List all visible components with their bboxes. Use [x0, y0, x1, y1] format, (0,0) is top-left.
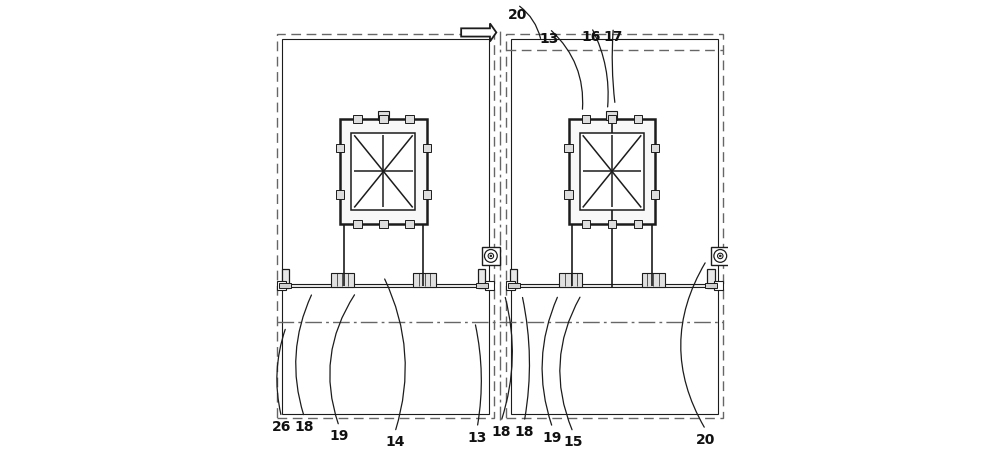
- Bar: [606, 111, 617, 120]
- Text: 17: 17: [604, 31, 623, 44]
- Bar: [351, 133, 415, 210]
- Bar: [634, 220, 642, 228]
- Bar: [336, 144, 344, 152]
- Bar: [423, 144, 431, 152]
- Bar: [580, 133, 644, 210]
- Bar: [478, 269, 485, 288]
- Bar: [482, 247, 500, 265]
- Polygon shape: [461, 23, 496, 42]
- Bar: [559, 273, 582, 287]
- Bar: [340, 119, 427, 224]
- Bar: [279, 283, 291, 288]
- Circle shape: [714, 250, 727, 262]
- Text: 16: 16: [582, 31, 601, 44]
- Bar: [634, 115, 642, 123]
- Bar: [514, 284, 718, 287]
- Bar: [511, 39, 718, 414]
- Bar: [651, 191, 659, 199]
- Bar: [405, 220, 414, 228]
- Bar: [277, 281, 286, 290]
- Bar: [642, 273, 665, 287]
- Text: 18: 18: [514, 425, 534, 439]
- Bar: [413, 273, 436, 287]
- Bar: [378, 111, 389, 120]
- Bar: [705, 283, 717, 288]
- Text: 26: 26: [272, 420, 291, 434]
- Bar: [508, 283, 520, 288]
- Bar: [353, 115, 362, 123]
- Bar: [707, 269, 715, 288]
- Bar: [506, 34, 723, 418]
- Bar: [282, 269, 289, 288]
- Bar: [651, 144, 659, 152]
- Text: 18: 18: [491, 425, 511, 439]
- Circle shape: [718, 253, 723, 259]
- Text: 15: 15: [563, 436, 583, 449]
- Circle shape: [484, 250, 497, 262]
- Bar: [564, 191, 573, 199]
- Circle shape: [490, 255, 492, 257]
- Bar: [379, 220, 388, 228]
- Bar: [608, 115, 616, 123]
- Bar: [405, 115, 414, 123]
- Bar: [569, 119, 655, 224]
- Bar: [582, 220, 590, 228]
- Bar: [714, 281, 723, 290]
- Bar: [582, 115, 590, 123]
- Text: 13: 13: [467, 431, 487, 445]
- Bar: [277, 34, 494, 418]
- Bar: [285, 284, 490, 287]
- Text: 14: 14: [385, 436, 405, 449]
- Circle shape: [488, 253, 494, 259]
- Bar: [510, 269, 517, 288]
- Bar: [423, 191, 431, 199]
- Bar: [282, 39, 489, 414]
- Bar: [506, 281, 515, 290]
- Bar: [336, 191, 344, 199]
- Bar: [476, 283, 488, 288]
- Bar: [353, 220, 362, 228]
- Text: 19: 19: [329, 430, 349, 443]
- Bar: [331, 273, 354, 287]
- Bar: [379, 115, 388, 123]
- Circle shape: [719, 255, 721, 257]
- Bar: [564, 144, 573, 152]
- Text: 19: 19: [543, 431, 562, 445]
- Bar: [608, 220, 616, 228]
- Text: 13: 13: [540, 32, 559, 46]
- Text: 20: 20: [696, 433, 715, 446]
- Bar: [711, 247, 729, 265]
- Bar: [485, 281, 494, 290]
- Text: 20: 20: [508, 8, 527, 21]
- Text: 18: 18: [295, 420, 314, 434]
